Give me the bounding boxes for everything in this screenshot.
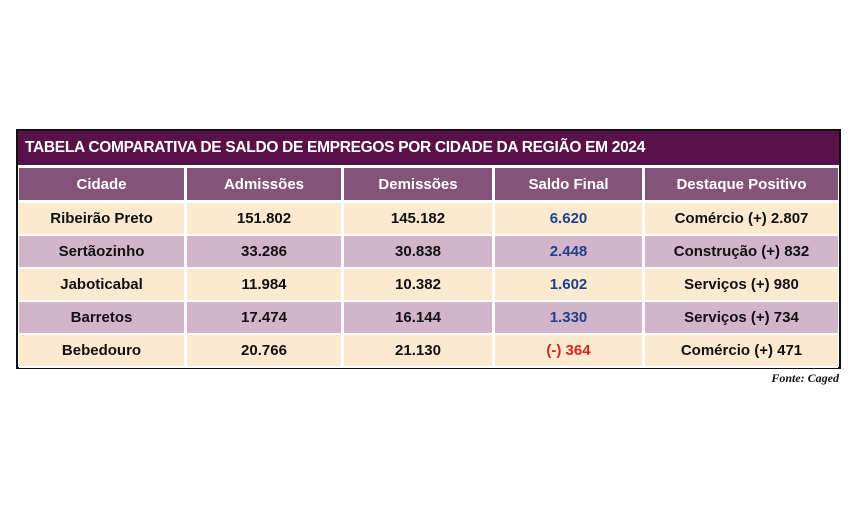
- cell-destaque-positivo: Serviços (+) 734: [645, 302, 838, 335]
- cell-saldo-final: 6.620: [495, 203, 645, 236]
- cell-cidade: Bebedouro: [19, 335, 187, 368]
- table-title: TABELA COMPARATIVA DE SALDO DE EMPREGOS …: [18, 131, 839, 165]
- cell-cidade: Jaboticabal: [19, 269, 187, 302]
- source-caption: Fonte: Caged: [771, 371, 839, 385]
- column-header-admissoes: Admissões: [187, 168, 344, 203]
- cell-admissoes: 20.766: [187, 335, 344, 368]
- cell-admissoes: 17.474: [187, 302, 344, 335]
- column-header-demissoes: Demissões: [344, 168, 495, 203]
- employment-table-frame: TABELA COMPARATIVA DE SALDO DE EMPREGOS …: [16, 129, 841, 369]
- cell-saldo-final: (-) 364: [495, 335, 645, 368]
- table-row: Ribeirão Preto 151.802 145.182 6.620 Com…: [19, 203, 838, 236]
- cell-admissoes: 33.286: [187, 236, 344, 269]
- cell-cidade: Barretos: [19, 302, 187, 335]
- table-row: Sertãozinho 33.286 30.838 2.448 Construç…: [19, 236, 838, 269]
- table-row: Barretos 17.474 16.144 1.330 Serviços (+…: [19, 302, 838, 335]
- cell-demissoes: 21.130: [344, 335, 495, 368]
- cell-demissoes: 16.144: [344, 302, 495, 335]
- table-row: Bebedouro 20.766 21.130 (-) 364 Comércio…: [19, 335, 838, 368]
- cell-destaque-positivo: Comércio (+) 2.807: [645, 203, 838, 236]
- cell-destaque-positivo: Comércio (+) 471: [645, 335, 838, 368]
- column-header-cidade: Cidade: [19, 168, 187, 203]
- cell-demissoes: 30.838: [344, 236, 495, 269]
- table-row: Jaboticabal 11.984 10.382 1.602 Serviços…: [19, 269, 838, 302]
- cell-saldo-final: 2.448: [495, 236, 645, 269]
- cell-destaque-positivo: Serviços (+) 980: [645, 269, 838, 302]
- cell-demissoes: 10.382: [344, 269, 495, 302]
- cell-admissoes: 151.802: [187, 203, 344, 236]
- cell-destaque-positivo: Construção (+) 832: [645, 236, 838, 269]
- column-header-saldo-final: Saldo Final: [495, 168, 645, 203]
- column-header-destaque-positivo: Destaque Positivo: [645, 168, 838, 203]
- table-header-row: Cidade Admissões Demissões Saldo Final D…: [19, 168, 838, 203]
- cell-demissoes: 145.182: [344, 203, 495, 236]
- cell-saldo-final: 1.602: [495, 269, 645, 302]
- employment-table: Cidade Admissões Demissões Saldo Final D…: [19, 168, 838, 368]
- cell-cidade: Sertãozinho: [19, 236, 187, 269]
- cell-saldo-final: 1.330: [495, 302, 645, 335]
- cell-cidade: Ribeirão Preto: [19, 203, 187, 236]
- cell-admissoes: 11.984: [187, 269, 344, 302]
